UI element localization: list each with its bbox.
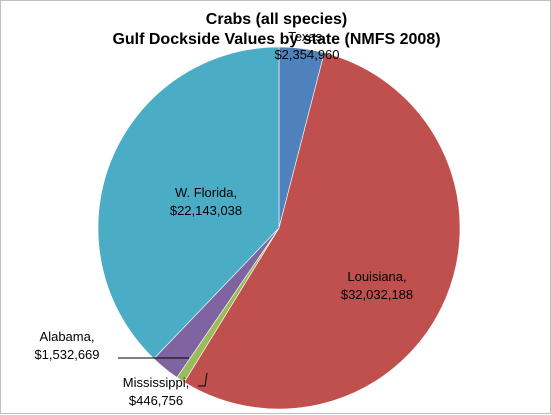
slice-value-mississippi: $446,756	[129, 393, 183, 408]
leader-line-mississippi	[198, 372, 208, 387]
slice-label-alabama: Alabama,	[40, 329, 95, 344]
leader-lines	[118, 357, 208, 387]
pie-slice-w-florida	[97, 46, 280, 360]
chart-title-line2: Gulf Dockside Values by state (NMFS 2008…	[112, 31, 441, 48]
slice-value-texas: $2,354,960	[274, 47, 339, 62]
pie-slices	[97, 46, 461, 410]
slice-value-louisiana: $32,032,188	[341, 287, 413, 302]
slice-label-louisiana: Louisiana,	[347, 269, 406, 284]
slice-label-w-florida: W. Florida,	[175, 185, 237, 200]
chart-title-line1: Crabs (all species)	[205, 11, 348, 28]
slice-value-w-florida: $22,143,038	[170, 203, 242, 218]
slice-value-alabama: $1,532,669	[34, 347, 99, 362]
pie-slice-louisiana	[183, 52, 461, 410]
chart-title: Crabs (all species) Gulf Dockside Values…	[1, 10, 551, 50]
slice-label-texas: Texas,	[288, 29, 326, 44]
slice-label-mississippi: Mississippi,	[123, 375, 189, 390]
slice-labels: Texas, $2,354,960 Louisiana, $32,032,188 Mis…	[34, 29, 413, 408]
